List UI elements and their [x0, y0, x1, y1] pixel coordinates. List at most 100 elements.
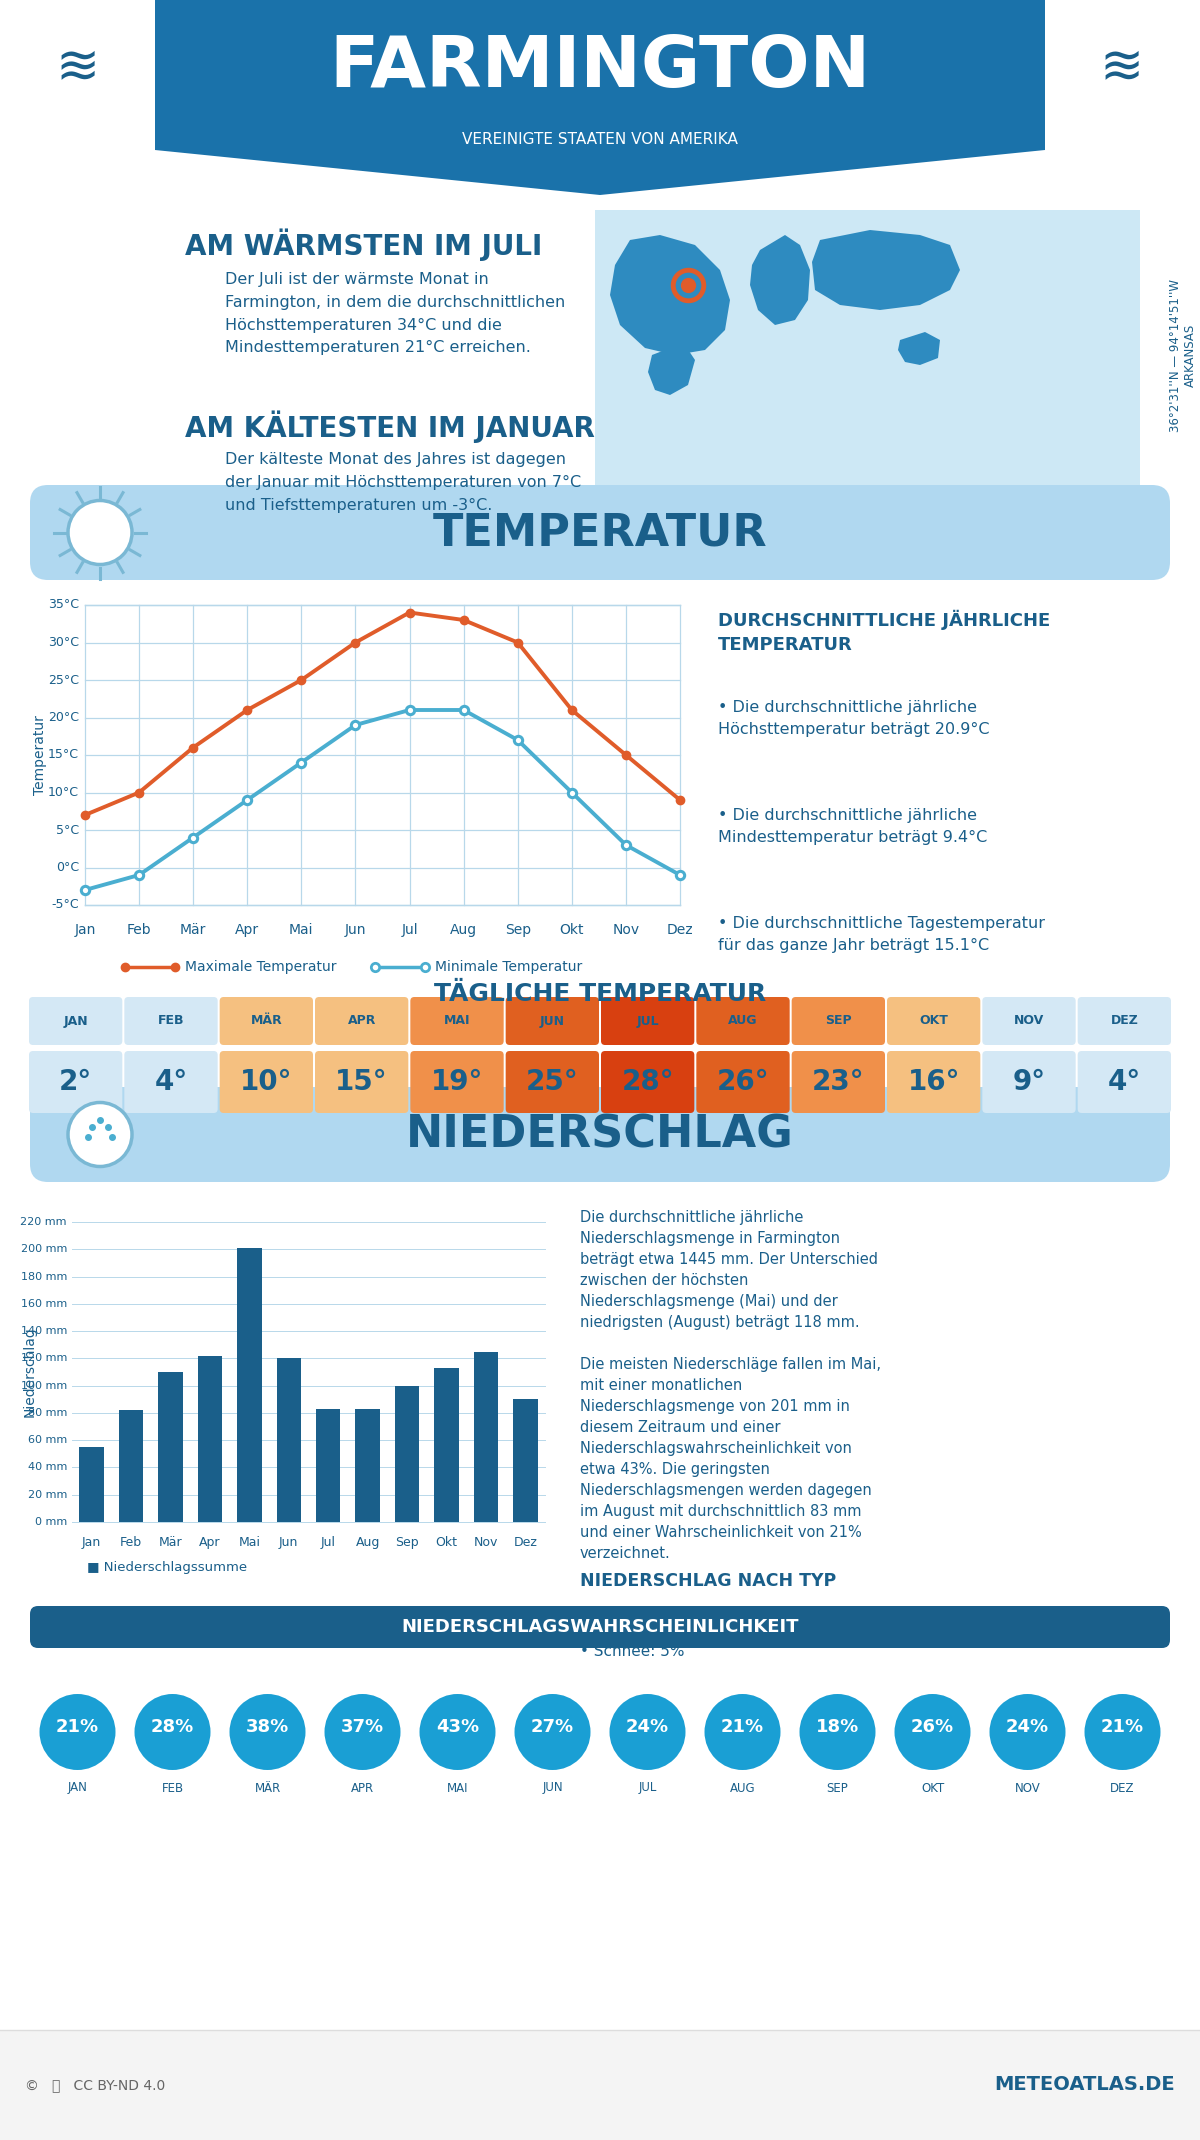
FancyBboxPatch shape — [601, 1051, 695, 1113]
FancyBboxPatch shape — [696, 997, 790, 1044]
Text: NIEDERSCHLAG: NIEDERSCHLAG — [406, 1113, 794, 1156]
Text: 4°: 4° — [155, 1068, 187, 1096]
Text: 20 mm: 20 mm — [28, 1489, 67, 1500]
Circle shape — [40, 1695, 115, 1770]
Text: DEZ: DEZ — [1110, 1780, 1135, 1795]
FancyBboxPatch shape — [887, 1051, 980, 1113]
Text: • Schnee: 5%: • Schnee: 5% — [580, 1644, 684, 1658]
Circle shape — [799, 1695, 876, 1770]
Text: 25°: 25° — [526, 1068, 578, 1096]
Text: 21%: 21% — [1100, 1718, 1144, 1736]
Text: ≋: ≋ — [1100, 43, 1144, 94]
Text: TÄGLICHE TEMPERATUR: TÄGLICHE TEMPERATUR — [434, 982, 766, 1006]
Circle shape — [134, 1695, 210, 1770]
Text: NIEDERSCHLAG NACH TYP: NIEDERSCHLAG NACH TYP — [580, 1573, 836, 1590]
Circle shape — [515, 1695, 590, 1770]
Text: AM KÄLTESTEN IM JANUAR: AM KÄLTESTEN IM JANUAR — [185, 411, 595, 443]
Text: 30°C: 30°C — [48, 636, 79, 648]
Circle shape — [704, 1695, 780, 1770]
Bar — [198, 1355, 222, 1522]
Text: Niederschlag: Niederschlag — [23, 1327, 37, 1417]
FancyBboxPatch shape — [792, 997, 886, 1044]
Text: Jun: Jun — [280, 1537, 299, 1549]
Text: Mär: Mär — [158, 1537, 182, 1549]
Text: 200 mm: 200 mm — [20, 1243, 67, 1254]
Text: 35°C: 35°C — [48, 599, 79, 612]
FancyBboxPatch shape — [696, 1051, 790, 1113]
Polygon shape — [812, 229, 960, 310]
Text: Mai: Mai — [239, 1537, 260, 1549]
Bar — [0, 190, 1200, 580]
Text: Sep: Sep — [505, 922, 530, 937]
Text: 27%: 27% — [530, 1718, 574, 1736]
Circle shape — [894, 1695, 971, 1770]
Text: 120 mm: 120 mm — [20, 1352, 67, 1363]
Text: 60 mm: 60 mm — [28, 1436, 67, 1444]
Text: 9°: 9° — [1013, 1068, 1045, 1096]
Bar — [119, 1410, 143, 1522]
Text: Sep: Sep — [395, 1537, 419, 1549]
Text: 220 mm: 220 mm — [20, 1218, 67, 1226]
Text: NOV: NOV — [1015, 1780, 1040, 1795]
Text: 23°: 23° — [812, 1068, 865, 1096]
Text: Nov: Nov — [474, 1537, 498, 1549]
Bar — [316, 1408, 341, 1522]
Circle shape — [68, 1102, 132, 1166]
Text: Dez: Dez — [667, 922, 694, 937]
FancyBboxPatch shape — [220, 1051, 313, 1113]
Text: Jan: Jan — [74, 922, 96, 937]
Text: VEREINIGTE STAATEN VON AMERIKA: VEREINIGTE STAATEN VON AMERIKA — [462, 133, 738, 148]
FancyBboxPatch shape — [505, 1051, 599, 1113]
Text: 21%: 21% — [56, 1718, 100, 1736]
Text: DURCHSCHNITTLICHE JÄHRLICHE
TEMPERATUR: DURCHSCHNITTLICHE JÄHRLICHE TEMPERATUR — [718, 610, 1050, 655]
Text: 180 mm: 180 mm — [20, 1271, 67, 1282]
Text: Mär: Mär — [180, 922, 206, 937]
Text: OKT: OKT — [920, 1780, 944, 1795]
Text: 40 mm: 40 mm — [28, 1462, 67, 1472]
FancyBboxPatch shape — [314, 1051, 408, 1113]
Text: 10°C: 10°C — [48, 785, 79, 798]
Text: 100 mm: 100 mm — [20, 1380, 67, 1391]
Text: ■ Niederschlagssumme: ■ Niederschlagssumme — [88, 1560, 247, 1573]
Bar — [158, 1372, 182, 1522]
Text: • Die durchschnittliche jährliche
Höchsttemperatur beträgt 20.9°C: • Die durchschnittliche jährliche Höchst… — [718, 700, 990, 736]
Text: Apr: Apr — [199, 1537, 221, 1549]
Text: Jan: Jan — [82, 1537, 101, 1549]
FancyBboxPatch shape — [983, 997, 1075, 1044]
Text: -5°C: -5°C — [52, 899, 79, 912]
Text: Apr: Apr — [235, 922, 259, 937]
Polygon shape — [898, 332, 940, 366]
Polygon shape — [610, 235, 730, 355]
Text: 28%: 28% — [151, 1718, 194, 1736]
Circle shape — [990, 1695, 1066, 1770]
Text: Minimale Temperatur: Minimale Temperatur — [436, 961, 582, 974]
Bar — [238, 1248, 262, 1522]
Text: 25°C: 25°C — [48, 674, 79, 687]
Text: • Regen: 95%: • Regen: 95% — [580, 1609, 686, 1624]
FancyBboxPatch shape — [792, 1051, 886, 1113]
Text: JAN: JAN — [64, 1014, 88, 1027]
Text: APR: APR — [348, 1014, 376, 1027]
Bar — [474, 1352, 498, 1522]
FancyBboxPatch shape — [30, 486, 1170, 580]
Text: MÄR: MÄR — [251, 1014, 282, 1027]
Bar — [0, 2031, 1200, 2140]
Polygon shape — [648, 345, 695, 396]
Text: Maximale Temperatur: Maximale Temperatur — [185, 961, 336, 974]
FancyBboxPatch shape — [29, 1051, 122, 1113]
Text: Der Juli ist der wärmste Monat in
Farmington, in dem die durchschnittlichen
Höch: Der Juli ist der wärmste Monat in Farmin… — [226, 272, 565, 355]
Text: Der kälteste Monat des Jahres ist dagegen
der Januar mit Höchsttemperaturen von : Der kälteste Monat des Jahres ist dagege… — [226, 452, 581, 514]
Text: AUG: AUG — [730, 1780, 755, 1795]
Text: Jul: Jul — [401, 922, 418, 937]
Text: TEMPERATUR: TEMPERATUR — [433, 511, 767, 554]
Text: ≋: ≋ — [56, 43, 100, 94]
Text: AM WÄRMSTEN IM JULI: AM WÄRMSTEN IM JULI — [185, 229, 542, 261]
Text: Aug: Aug — [355, 1537, 380, 1549]
Text: Jun: Jun — [344, 922, 366, 937]
Circle shape — [610, 1695, 685, 1770]
Text: MÄR: MÄR — [254, 1780, 281, 1795]
Text: FARMINGTON: FARMINGTON — [330, 34, 870, 103]
Bar — [595, 210, 1140, 501]
Text: Aug: Aug — [450, 922, 478, 937]
FancyBboxPatch shape — [30, 1087, 1170, 1181]
